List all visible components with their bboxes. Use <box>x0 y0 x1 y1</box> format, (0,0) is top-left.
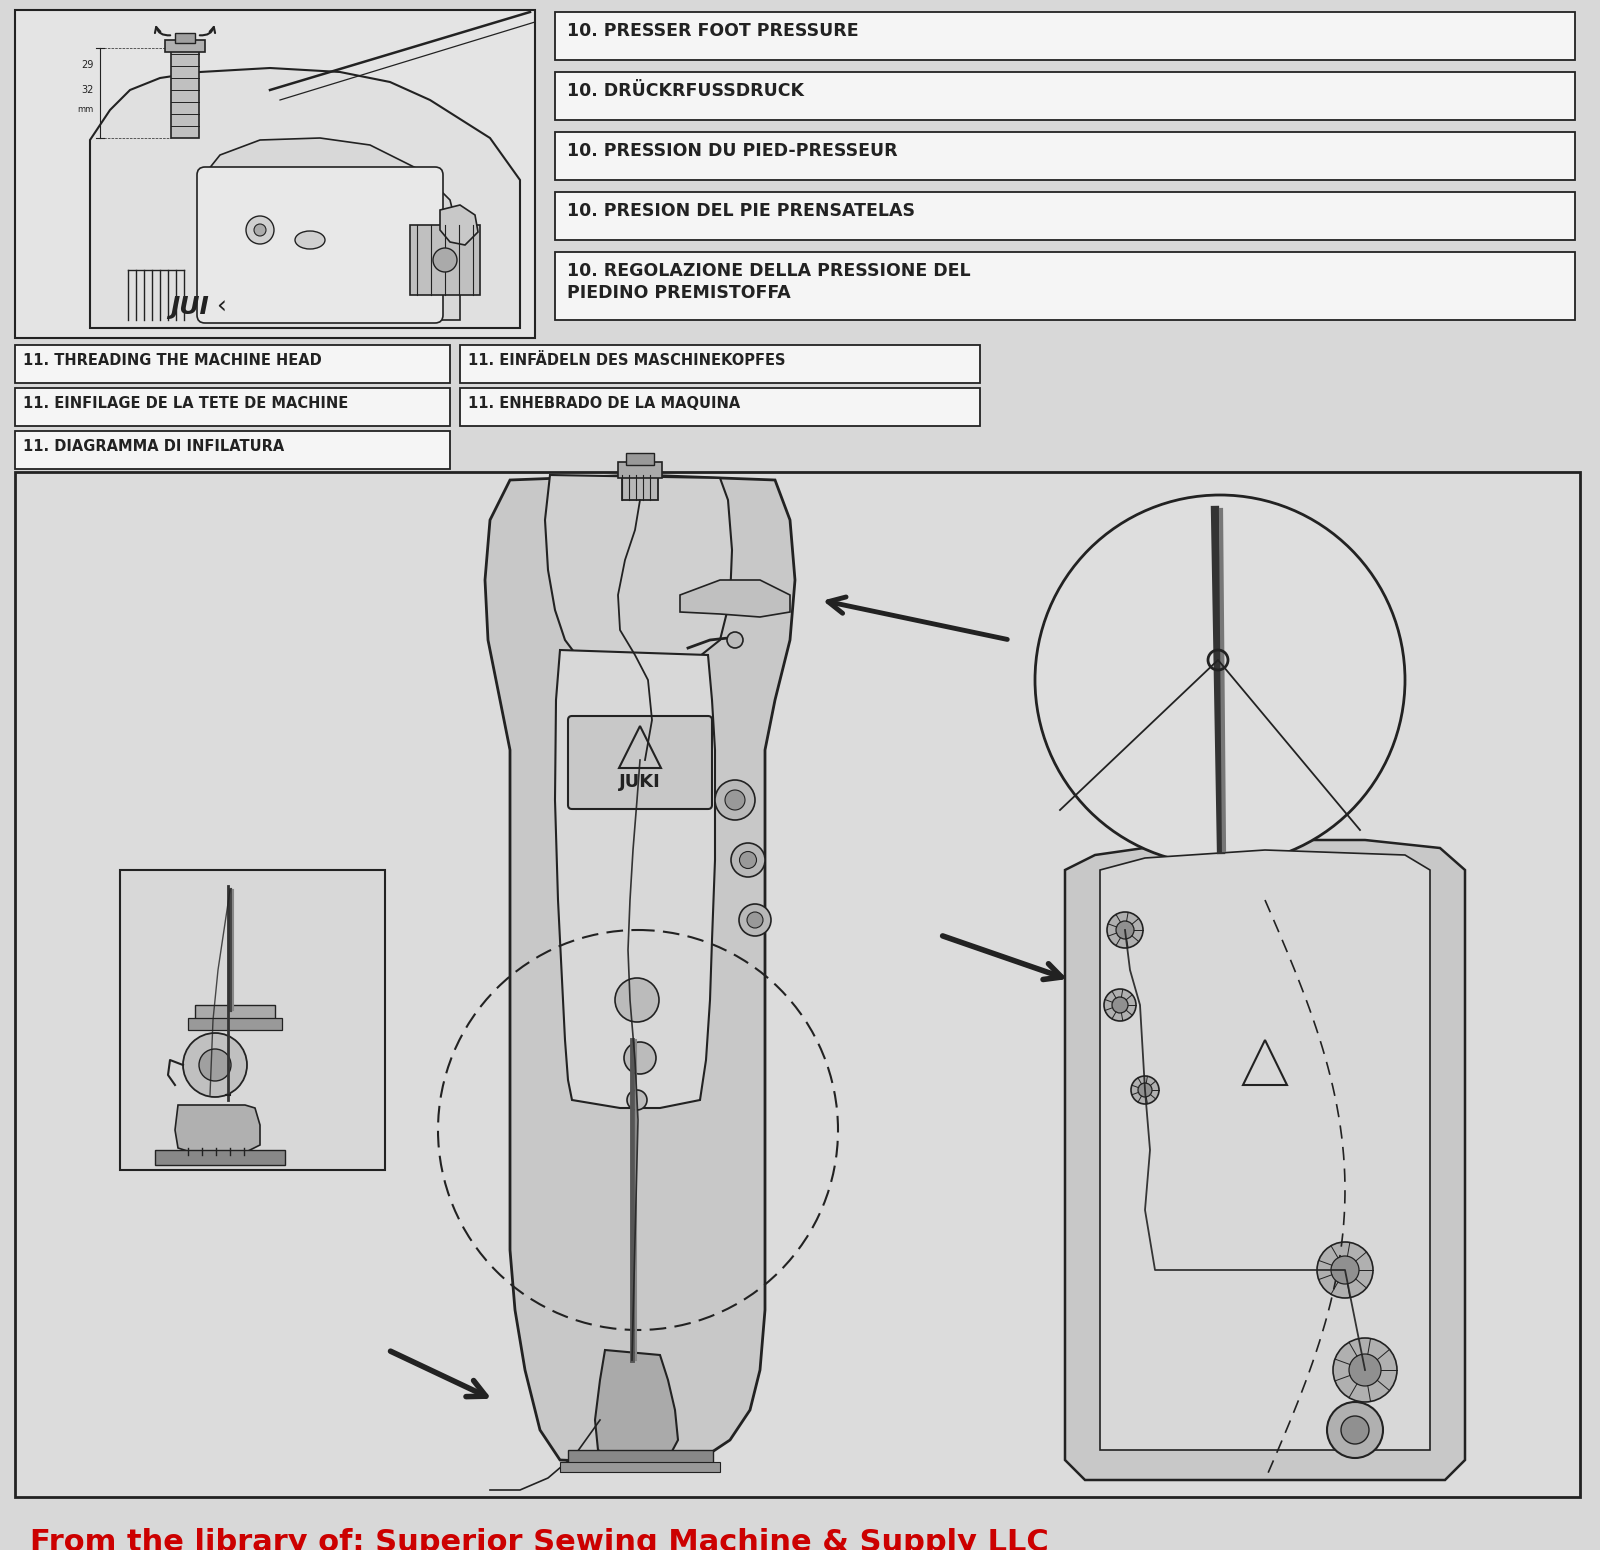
Circle shape <box>1317 1242 1373 1297</box>
Polygon shape <box>1066 840 1466 1480</box>
FancyBboxPatch shape <box>555 192 1574 240</box>
Circle shape <box>1341 1417 1370 1445</box>
Circle shape <box>1107 911 1142 949</box>
Circle shape <box>624 1042 656 1074</box>
FancyBboxPatch shape <box>568 1449 714 1465</box>
FancyBboxPatch shape <box>189 1018 282 1031</box>
Circle shape <box>246 215 274 243</box>
Text: 11. DIAGRAMMA DI INFILATURA: 11. DIAGRAMMA DI INFILATURA <box>22 439 285 454</box>
FancyBboxPatch shape <box>618 462 662 477</box>
FancyBboxPatch shape <box>0 0 1600 460</box>
FancyBboxPatch shape <box>14 388 450 426</box>
Polygon shape <box>595 1350 678 1460</box>
Polygon shape <box>440 205 478 245</box>
Circle shape <box>434 248 458 271</box>
FancyBboxPatch shape <box>14 473 1581 1497</box>
Text: 10. REGOLAZIONE DELLA PRESSIONE DEL: 10. REGOLAZIONE DELLA PRESSIONE DEL <box>566 262 971 281</box>
FancyBboxPatch shape <box>155 1150 285 1166</box>
Circle shape <box>1326 1403 1382 1459</box>
Circle shape <box>182 1032 246 1097</box>
FancyBboxPatch shape <box>461 346 979 383</box>
Circle shape <box>254 225 266 236</box>
Circle shape <box>1138 1083 1152 1097</box>
Ellipse shape <box>294 231 325 250</box>
Circle shape <box>715 780 755 820</box>
Polygon shape <box>174 1105 259 1155</box>
Text: 11. EINFÄDELN DES MASCHINEKOPFES: 11. EINFÄDELN DES MASCHINEKOPFES <box>467 353 786 367</box>
FancyBboxPatch shape <box>555 132 1574 180</box>
Text: mm: mm <box>78 105 94 115</box>
Text: From the library of: Superior Sewing Machine & Supply LLC: From the library of: Superior Sewing Mac… <box>30 1528 1048 1550</box>
FancyBboxPatch shape <box>174 33 195 43</box>
Text: 10. PRESSER FOOT PRESSURE: 10. PRESSER FOOT PRESSURE <box>566 22 859 40</box>
Circle shape <box>739 851 757 868</box>
Circle shape <box>1131 1076 1158 1104</box>
Circle shape <box>731 843 765 877</box>
Text: PIEDINO PREMISTOFFA: PIEDINO PREMISTOFFA <box>566 284 790 302</box>
Circle shape <box>1331 1256 1358 1283</box>
FancyBboxPatch shape <box>626 453 654 465</box>
Text: 11. ENHEBRADO DE LA MAQUINA: 11. ENHEBRADO DE LA MAQUINA <box>467 395 741 411</box>
Polygon shape <box>90 68 520 329</box>
Circle shape <box>1333 1338 1397 1403</box>
Text: ‹: ‹ <box>216 294 226 319</box>
Circle shape <box>1349 1355 1381 1386</box>
FancyBboxPatch shape <box>410 225 480 294</box>
Circle shape <box>726 632 742 648</box>
FancyBboxPatch shape <box>197 167 443 322</box>
Circle shape <box>627 1090 646 1110</box>
FancyBboxPatch shape <box>555 12 1574 60</box>
Polygon shape <box>200 138 461 319</box>
Circle shape <box>739 904 771 936</box>
Text: 10. DRÜCKRFUSSDRUCK: 10. DRÜCKRFUSSDRUCK <box>566 82 805 101</box>
FancyBboxPatch shape <box>568 716 712 809</box>
Text: JUI: JUI <box>170 294 208 319</box>
FancyBboxPatch shape <box>165 40 205 53</box>
Text: 11. THREADING THE MACHINE HEAD: 11. THREADING THE MACHINE HEAD <box>22 353 322 367</box>
Polygon shape <box>680 580 790 617</box>
Circle shape <box>1112 997 1128 1014</box>
FancyBboxPatch shape <box>171 48 198 138</box>
Polygon shape <box>1101 849 1430 1449</box>
FancyBboxPatch shape <box>14 431 450 470</box>
Circle shape <box>614 978 659 1021</box>
Circle shape <box>1117 921 1134 939</box>
Circle shape <box>1104 989 1136 1021</box>
FancyBboxPatch shape <box>555 253 1574 319</box>
Polygon shape <box>485 474 795 1465</box>
FancyBboxPatch shape <box>14 9 534 338</box>
FancyBboxPatch shape <box>461 388 979 426</box>
Text: 32: 32 <box>82 85 94 95</box>
Text: 10. PRESSION DU PIED-PRESSEUR: 10. PRESSION DU PIED-PRESSEUR <box>566 143 898 160</box>
FancyBboxPatch shape <box>560 1462 720 1472</box>
FancyBboxPatch shape <box>622 474 658 501</box>
Circle shape <box>747 911 763 928</box>
Text: JUKI: JUKI <box>619 773 661 791</box>
Circle shape <box>198 1049 230 1080</box>
FancyBboxPatch shape <box>14 346 450 383</box>
Polygon shape <box>546 474 733 670</box>
Text: 11. EINFILAGE DE LA TETE DE MACHINE: 11. EINFILAGE DE LA TETE DE MACHINE <box>22 395 349 411</box>
FancyBboxPatch shape <box>120 870 386 1170</box>
FancyBboxPatch shape <box>555 71 1574 119</box>
Text: 10. PRESION DEL PIE PRENSATELAS: 10. PRESION DEL PIE PRENSATELAS <box>566 202 915 220</box>
Circle shape <box>1035 494 1405 865</box>
Text: 29: 29 <box>82 60 94 70</box>
Circle shape <box>725 790 746 811</box>
Polygon shape <box>555 649 715 1108</box>
FancyBboxPatch shape <box>195 1004 275 1021</box>
